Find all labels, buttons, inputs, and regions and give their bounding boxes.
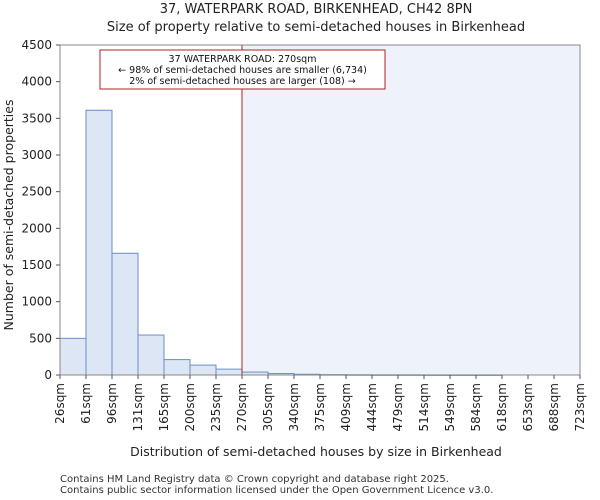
y-tick-label: 1000 bbox=[21, 295, 52, 309]
x-tick-label: 375sqm bbox=[313, 383, 327, 431]
footer-licence: Contains public sector information licen… bbox=[60, 485, 493, 496]
histogram-bar bbox=[85, 109, 113, 376]
x-tick-label: 584sqm bbox=[469, 383, 483, 431]
x-tick-label: 479sqm bbox=[391, 383, 405, 431]
y-tick-label: 4500 bbox=[21, 38, 52, 52]
y-tick-label: 3500 bbox=[21, 111, 52, 125]
y-tick-label: 4000 bbox=[21, 75, 52, 89]
histogram-bar bbox=[137, 334, 165, 376]
x-tick-label: 200sqm bbox=[183, 383, 197, 431]
y-tick-label: 2500 bbox=[21, 185, 52, 199]
histogram-bar bbox=[111, 252, 139, 376]
chart-subtitle: Size of property relative to semi-detach… bbox=[107, 20, 525, 35]
x-axis-label: Distribution of semi-detached houses by … bbox=[130, 444, 502, 459]
x-tick-label: 96sqm bbox=[105, 383, 119, 424]
y-axis-ticks: 0 500 1000 1500 2000 2500 3000 3500 4000 4500 bbox=[21, 38, 60, 382]
y-tick-label: 3000 bbox=[21, 148, 52, 162]
y-tick-label: 500 bbox=[29, 331, 52, 345]
x-tick-label: 235sqm bbox=[209, 383, 223, 431]
x-tick-label: 61sqm bbox=[79, 383, 93, 424]
x-tick-label: 340sqm bbox=[287, 383, 301, 431]
annotation-border bbox=[99, 49, 386, 90]
y-tick-label: 2000 bbox=[21, 221, 52, 235]
annotation-line-2: ← 98% of semi-detached houses are smalle… bbox=[118, 65, 367, 76]
y-axis-label: Number of semi-detached properties bbox=[1, 100, 16, 331]
x-tick-label: 409sqm bbox=[339, 383, 353, 431]
annotation-box: 37 WATERPARK ROAD: 270sqm ← 98% of semi-… bbox=[99, 49, 386, 90]
x-tick-label: 549sqm bbox=[443, 383, 457, 431]
x-axis-ticks: 26sqm 61sqm 96sqm 131sqm 165sqm 200sqm 235sqm 2… bbox=[53, 375, 587, 431]
x-tick-label: 270sqm bbox=[235, 383, 249, 431]
chart-title: 37, WATERPARK ROAD, BIRKENHEAD, CH42 8PN bbox=[160, 2, 473, 17]
x-tick-label: 26sqm bbox=[53, 383, 67, 424]
histogram-bar bbox=[215, 368, 243, 376]
y-tick-label: 1500 bbox=[21, 258, 52, 272]
x-tick-label: 165sqm bbox=[157, 383, 171, 431]
x-tick-label: 653sqm bbox=[521, 383, 535, 431]
x-tick-label: 723sqm bbox=[573, 383, 587, 431]
x-tick-label: 514sqm bbox=[417, 383, 431, 431]
larger-properties-region bbox=[242, 45, 580, 375]
y-tick-label: 0 bbox=[44, 368, 52, 382]
histogram-bar bbox=[163, 359, 191, 376]
annotation-line-1: 37 WATERPARK ROAD: 270sqm bbox=[169, 54, 317, 65]
x-tick-label: 305sqm bbox=[261, 383, 275, 431]
x-tick-label: 444sqm bbox=[365, 383, 379, 431]
x-tick-label: 618sqm bbox=[495, 383, 509, 431]
histogram-bar bbox=[59, 337, 87, 376]
histogram-bar bbox=[189, 364, 217, 376]
footer-copyright: Contains HM Land Registry data © Crown c… bbox=[60, 474, 449, 485]
annotation-line-3: 2% of semi-detached houses are larger (1… bbox=[129, 76, 356, 87]
x-tick-label: 131sqm bbox=[131, 383, 145, 431]
x-tick-label: 688sqm bbox=[547, 383, 561, 431]
